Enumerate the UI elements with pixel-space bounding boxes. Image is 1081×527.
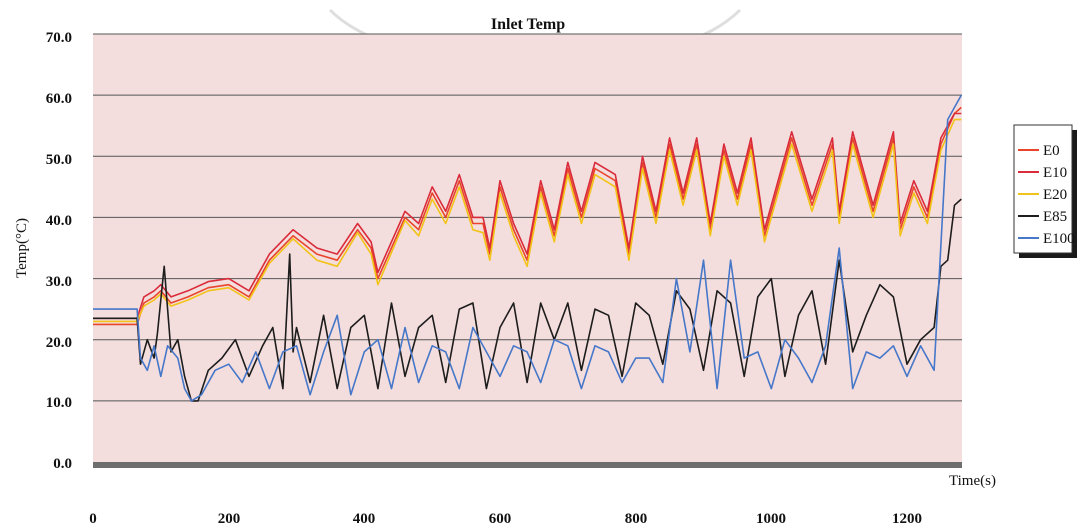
- y-tick-label: 20.0: [46, 335, 72, 351]
- y-tick-label: 50.0: [46, 152, 72, 168]
- x-axis-baseline: [93, 462, 962, 468]
- series-line-e85: [93, 198, 962, 402]
- x-tick-labels: 0 200 400 600 800 1000 1200: [89, 511, 922, 527]
- legend-label-e100: E100: [1043, 231, 1075, 247]
- series-line-e100: [93, 94, 963, 402]
- y-tick-labels: 0.0 10.0 20.0 30.0 40.0 50.0 60.0 70.0: [46, 30, 72, 472]
- legend: E0 E10 E20 E85 E100: [1013, 124, 1077, 258]
- series-lines: [93, 94, 963, 402]
- y-tick-label: 30.0: [46, 274, 72, 290]
- legend-label-e10: E10: [1043, 165, 1067, 181]
- legend-box: [1013, 124, 1073, 254]
- legend-label-e85: E85: [1043, 209, 1067, 225]
- x-axis-label: Time(s): [949, 473, 996, 489]
- x-tick-label: 400: [353, 511, 376, 527]
- y-tick-label: 70.0: [46, 30, 72, 46]
- series-line-e20: [93, 118, 962, 323]
- gridlines: [93, 33, 962, 402]
- x-tick-label: 800: [625, 511, 648, 527]
- y-tick-label: 60.0: [46, 91, 72, 107]
- legend-label-e0: E0: [1043, 143, 1060, 159]
- x-tick-label: 200: [218, 511, 241, 527]
- x-tick-label: 1000: [756, 511, 786, 527]
- y-tick-label: 40.0: [46, 213, 72, 229]
- x-tick-label: 0: [89, 511, 97, 527]
- series-line-e10: [93, 112, 962, 320]
- x-tick-label: 600: [489, 511, 512, 527]
- y-axis-label: Temp(°C): [14, 218, 30, 278]
- y-tick-label: 10.0: [46, 395, 72, 411]
- chart-title: Inlet Temp: [491, 16, 565, 33]
- y-tick-label: 0.0: [53, 456, 72, 472]
- x-tick-label: 1200: [892, 511, 922, 527]
- legend-label-e20: E20: [1043, 187, 1067, 203]
